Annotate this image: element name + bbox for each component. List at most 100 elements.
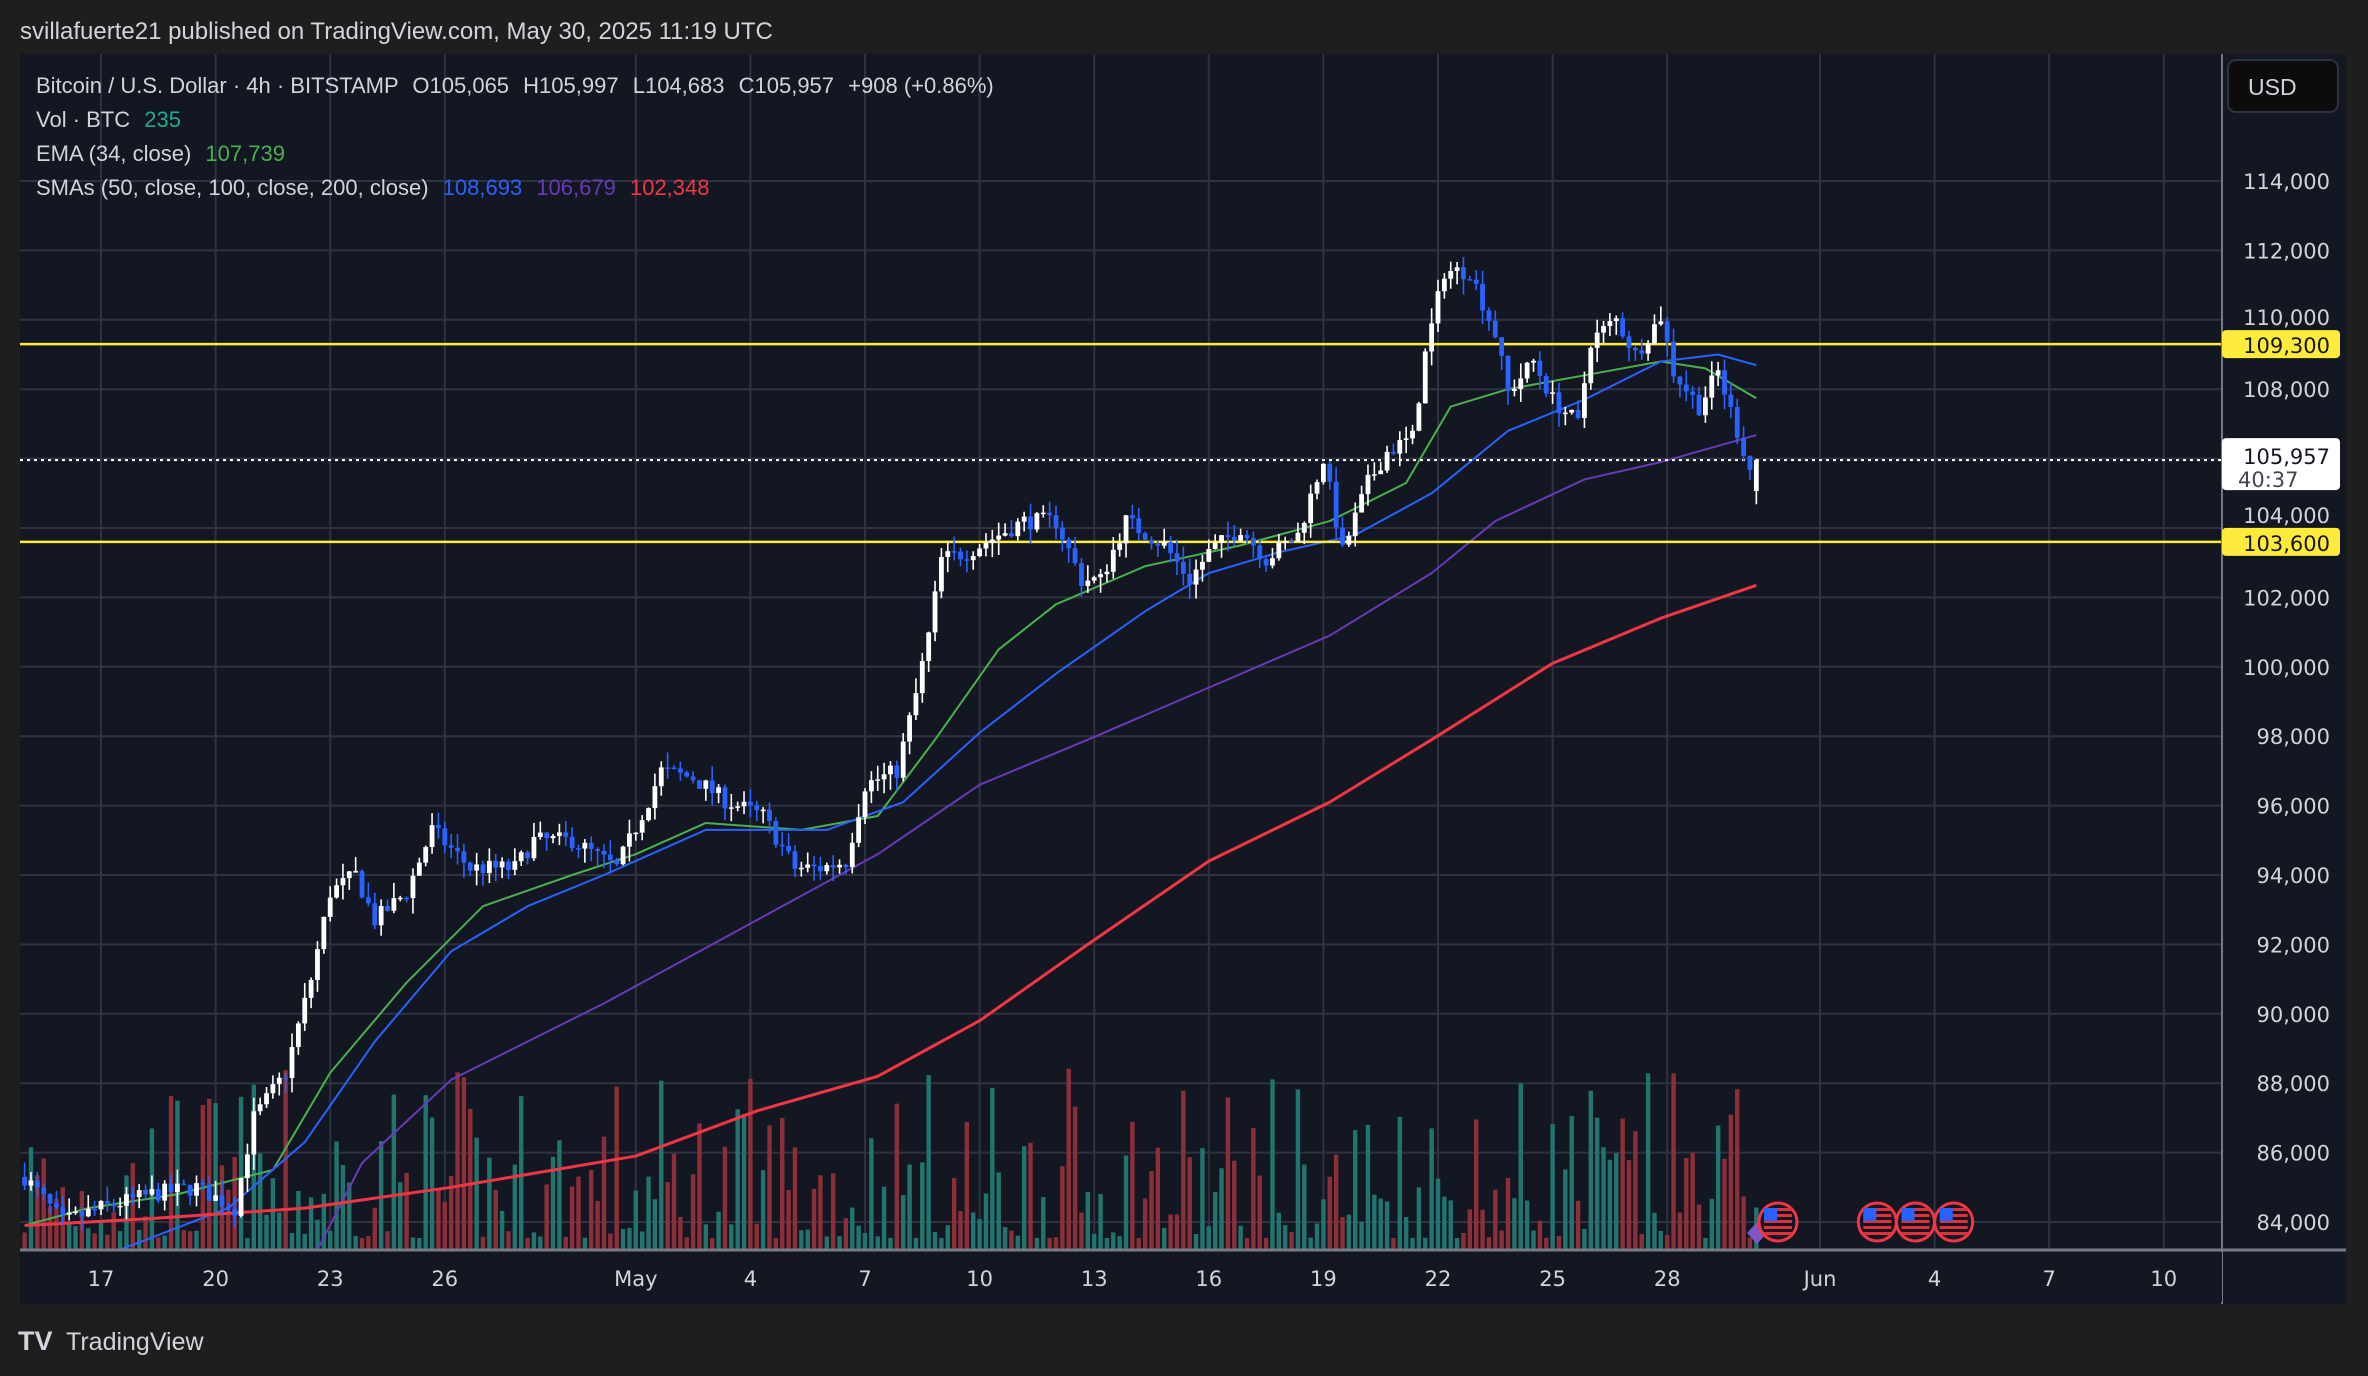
candle-body bbox=[754, 805, 760, 811]
currency-button[interactable]: USD bbox=[2227, 59, 2339, 113]
volume-bar bbox=[1575, 1200, 1581, 1250]
volume-bar bbox=[111, 1212, 116, 1250]
volume-bar bbox=[378, 1141, 384, 1250]
flag-stripe bbox=[1939, 1226, 1968, 1229]
volume-bar bbox=[741, 1113, 747, 1250]
candle-body bbox=[1142, 533, 1148, 540]
volume-bar bbox=[1531, 1230, 1536, 1250]
volume-bar bbox=[28, 1147, 34, 1250]
volume-bar bbox=[315, 1219, 320, 1250]
volume-bar bbox=[1257, 1175, 1262, 1250]
volume-bar bbox=[1053, 1237, 1059, 1250]
volume-bar bbox=[1066, 1068, 1071, 1250]
volume-bar bbox=[1544, 1237, 1549, 1250]
flag-stripe bbox=[1863, 1214, 1892, 1217]
candle-body bbox=[1696, 394, 1702, 416]
candle-body bbox=[518, 852, 524, 862]
price-tick-label: 102,000 bbox=[2243, 586, 2330, 610]
volume-bar bbox=[1327, 1176, 1332, 1250]
legend-ohlc-line[interactable]: Bitcoin / U.S. Dollar · 4h · BITSTAMP O1… bbox=[36, 73, 994, 98]
price-axis[interactable] bbox=[2222, 54, 2346, 1250]
candle-body bbox=[270, 1084, 276, 1094]
volume-bar bbox=[850, 1207, 855, 1250]
bar-countdown: 40:37 bbox=[2238, 468, 2299, 492]
candle-body bbox=[251, 1111, 257, 1155]
volume-bar bbox=[780, 1118, 785, 1250]
us-flag-event-icon[interactable] bbox=[1933, 1201, 1975, 1243]
candle-body bbox=[1301, 523, 1307, 533]
candle-body bbox=[480, 864, 486, 874]
candle-body bbox=[493, 860, 499, 868]
candle-body bbox=[646, 808, 651, 821]
volume-bar bbox=[945, 1225, 950, 1250]
candle-body bbox=[818, 866, 823, 872]
volume-bar bbox=[1314, 1223, 1320, 1250]
us-flag-event-icon[interactable] bbox=[1895, 1201, 1936, 1243]
candle-body bbox=[206, 1184, 212, 1201]
legend-smas[interactable]: SMAs (50, close, 100, close, 200, close)… bbox=[36, 175, 710, 200]
candle-body bbox=[1480, 283, 1485, 311]
time-axis[interactable] bbox=[20, 1252, 2222, 1302]
candle-body bbox=[531, 836, 537, 859]
candle-body bbox=[1123, 515, 1129, 544]
candle-body bbox=[1015, 521, 1021, 537]
candle-body bbox=[143, 1190, 148, 1195]
events[interactable] bbox=[1746, 1201, 1975, 1244]
flag-stripe bbox=[1939, 1214, 1968, 1217]
candle-body bbox=[1110, 549, 1116, 572]
us-flag-event-icon[interactable] bbox=[1757, 1201, 1799, 1243]
volume-bar bbox=[1174, 1214, 1180, 1250]
volume-bar bbox=[1429, 1128, 1434, 1250]
candle-body bbox=[1435, 291, 1441, 324]
volume-bar bbox=[1480, 1209, 1485, 1250]
flag-canton bbox=[1863, 1208, 1877, 1221]
candle-body bbox=[1403, 438, 1409, 441]
candle-body bbox=[1180, 561, 1186, 574]
legend-volume-value: 235 bbox=[144, 107, 181, 132]
candle-body bbox=[327, 897, 333, 917]
volume-bar bbox=[1283, 1225, 1288, 1250]
tradingview-logo[interactable]: TV TradingView bbox=[18, 1326, 205, 1356]
volume-bar bbox=[971, 1212, 976, 1250]
volume-bar bbox=[328, 1230, 333, 1250]
volume-bar bbox=[334, 1141, 339, 1250]
volume-bar bbox=[143, 1216, 148, 1250]
candle-body bbox=[397, 897, 403, 900]
volume-bar bbox=[1295, 1089, 1301, 1250]
candle-body bbox=[1212, 542, 1218, 549]
volume-bar bbox=[754, 1223, 759, 1250]
candle-body bbox=[1206, 548, 1212, 562]
candles[interactable] bbox=[22, 256, 1759, 1231]
candle-body bbox=[436, 825, 441, 829]
volume-bar bbox=[1212, 1192, 1218, 1250]
candle-body bbox=[1168, 542, 1173, 554]
volume-bar bbox=[162, 1235, 167, 1250]
legend-ema[interactable]: EMA (34, close) 107,739 bbox=[36, 141, 285, 166]
volume-bar bbox=[391, 1094, 397, 1250]
legend-open: O105,065 bbox=[412, 73, 509, 98]
candle-body bbox=[1072, 548, 1078, 564]
volume-bar bbox=[1092, 1233, 1097, 1250]
us-flag-event-icon[interactable] bbox=[1856, 1201, 1898, 1243]
volume-bar bbox=[990, 1087, 995, 1250]
volume-bar bbox=[277, 1212, 282, 1250]
volume-bar bbox=[697, 1123, 702, 1250]
volume-bar bbox=[436, 1188, 441, 1250]
volume-bar bbox=[582, 1237, 588, 1250]
candle-body bbox=[1747, 455, 1753, 470]
candle-body bbox=[79, 1211, 85, 1217]
candle-body bbox=[525, 852, 530, 859]
volume-bar bbox=[901, 1195, 906, 1250]
volume-bar bbox=[187, 1231, 193, 1250]
volume-bar bbox=[1454, 1237, 1460, 1250]
legend-volume[interactable]: Vol · BTC 235 bbox=[36, 107, 181, 132]
candle-body bbox=[977, 548, 982, 557]
volume-bar bbox=[760, 1170, 766, 1250]
volume-bar bbox=[735, 1109, 740, 1250]
volume-bar bbox=[557, 1140, 562, 1250]
candle-body bbox=[1130, 515, 1135, 519]
candle-body bbox=[346, 871, 352, 879]
time-tick-label: 17 bbox=[88, 1267, 115, 1291]
candle-body bbox=[238, 1178, 244, 1216]
